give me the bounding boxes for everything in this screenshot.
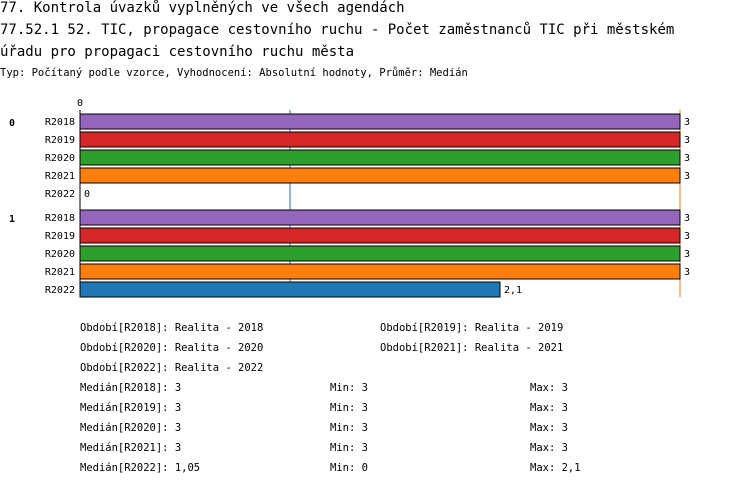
- category-label-group-0-r2022: R2022: [45, 189, 75, 200]
- category-label-group-0-r2018: R2018: [45, 117, 75, 128]
- group-label-0: 0: [9, 118, 15, 129]
- value-label-group-1-r2018: 3: [684, 213, 690, 224]
- bar-group-0-r2020: [79, 149, 681, 166]
- legend-period-r2018: Období[R2018]: Realita - 2018: [80, 322, 264, 334]
- bar-group-0-r2021: [79, 167, 681, 184]
- category-label-group-1-r2018: R2018: [45, 213, 75, 224]
- category-label-group-1-r2020: R2020: [45, 249, 75, 260]
- stat-min-r2020: Min: 3: [330, 422, 368, 434]
- stat-max-r2019: Max: 3: [530, 402, 568, 414]
- bar-group-1-r2022: [79, 281, 501, 298]
- value-label-group-1-r2021: 3: [684, 267, 690, 278]
- stat-min-r2019: Min: 3: [330, 402, 368, 414]
- category-label-group-0-r2021: R2021: [45, 171, 75, 182]
- category-label-group-1-r2022: R2022: [45, 285, 75, 296]
- stat-max-r2018: Max: 3: [530, 382, 568, 394]
- chart-title-line-3: úřadu pro propagaci cestovního ruchu měs…: [0, 44, 355, 60]
- stat-median-r2018: Medián[R2018]: 3: [80, 382, 182, 394]
- stat-max-r2022: Max: 2,1: [530, 462, 581, 474]
- legend-period-r2022: Období[R2022]: Realita - 2022: [80, 362, 264, 374]
- stat-max-r2020: Max: 3: [530, 422, 568, 434]
- value-label-group-0-r2019: 3: [684, 135, 690, 146]
- category-label-group-1-r2021: R2021: [45, 267, 75, 278]
- stat-min-r2022: Min: 0: [330, 462, 368, 474]
- bar-group-1-r2021: [79, 263, 681, 280]
- value-label-group-0-r2020: 3: [684, 153, 690, 164]
- stat-median-r2020: Medián[R2020]: 3: [80, 422, 182, 434]
- legend-period-r2020: Období[R2020]: Realita - 2020: [80, 342, 264, 354]
- bar-group-1-r2019: [79, 227, 681, 244]
- value-label-group-0-r2021: 3: [684, 171, 690, 182]
- chart-title-line-2: 77.52.1 52. TIC, propagace cestovního ru…: [0, 22, 675, 38]
- legend-period-r2019: Období[R2019]: Realita - 2019: [380, 322, 564, 334]
- value-label-group-1-r2020: 3: [684, 249, 690, 260]
- bar-group-0-r2018: [79, 113, 681, 130]
- stat-median-r2021: Medián[R2021]: 3: [80, 442, 182, 454]
- chart-subtitle: Typ: Počítaný podle vzorce, Vyhodnocení:…: [0, 67, 468, 79]
- bar-group-0-r2019: [79, 131, 681, 148]
- x-axis-tick-label-0: 0: [77, 98, 83, 109]
- bar-group-1-r2018: [79, 209, 681, 226]
- chart-title-line-1: 77. Kontrola úvazků vyplněných ve všech …: [0, 0, 405, 16]
- bar-group-1-r2020: [79, 245, 681, 262]
- category-label-group-1-r2019: R2019: [45, 231, 75, 242]
- value-label-group-1-r2019: 3: [684, 231, 690, 242]
- value-label-group-1-r2022: 2,1: [504, 285, 522, 296]
- category-label-group-0-r2019: R2019: [45, 135, 75, 146]
- value-label-group-0-r2018: 3: [684, 117, 690, 128]
- stat-min-r2018: Min: 3: [330, 382, 368, 394]
- value-label-group-0-r2022: 0: [84, 189, 90, 200]
- stat-median-r2022: Medián[R2022]: 1,05: [80, 462, 201, 474]
- category-label-group-0-r2020: R2020: [45, 153, 75, 164]
- group-label-1: 1: [9, 214, 15, 225]
- stat-median-r2019: Medián[R2019]: 3: [80, 402, 182, 414]
- stat-min-r2021: Min: 3: [330, 442, 368, 454]
- legend-period-r2021: Období[R2021]: Realita - 2021: [380, 342, 564, 354]
- stat-max-r2021: Max: 3: [530, 442, 568, 454]
